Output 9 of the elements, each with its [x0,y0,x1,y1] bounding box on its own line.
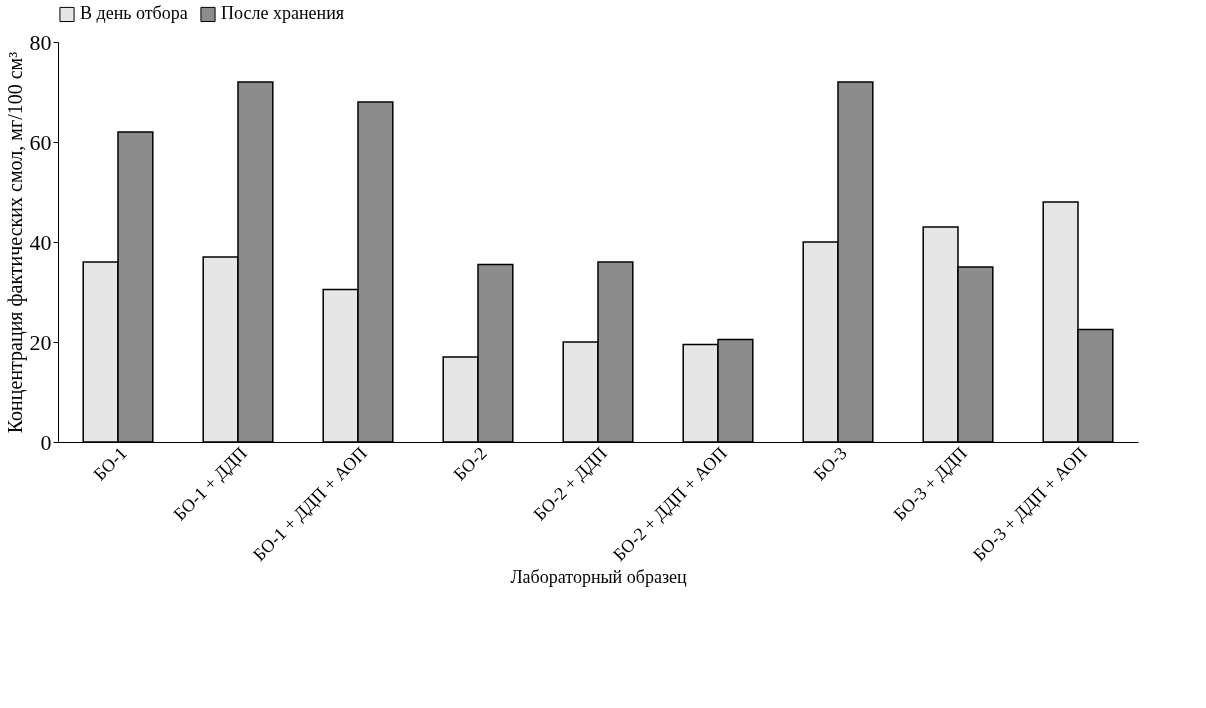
y-tick-label: 80 [29,29,52,55]
y-tick-label: 20 [29,329,52,355]
y-tick-label: 0 [40,429,52,455]
x-axis-title: Лабораторный образец [510,566,687,587]
y-tick-label: 40 [29,229,52,255]
y-axis-title: Концентрация фактических смол, мг/100 см³ [3,51,27,434]
legend-label: После хранения [221,3,345,24]
y-tick-label: 60 [29,129,52,155]
legend-label: В день отбора [80,3,188,24]
